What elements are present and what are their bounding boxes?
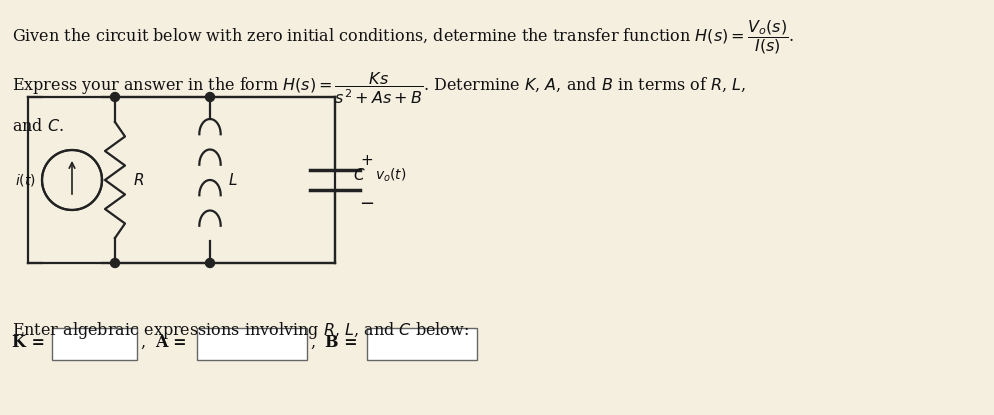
Circle shape: [110, 259, 119, 268]
Text: $v_o(t)$: $v_o(t)$: [375, 166, 407, 184]
Text: $R$: $R$: [133, 172, 144, 188]
FancyBboxPatch shape: [52, 328, 137, 360]
Circle shape: [206, 259, 215, 268]
FancyBboxPatch shape: [197, 328, 307, 360]
Text: $C$: $C$: [353, 167, 366, 183]
Text: and $C$.: and $C$.: [12, 118, 64, 135]
Text: A =: A =: [155, 334, 187, 351]
Text: Enter algebraic expressions involving $R$, $L$, and $C$ below:: Enter algebraic expressions involving $R…: [12, 320, 469, 341]
Text: $i(t)$: $i(t)$: [15, 172, 36, 188]
Text: ,: ,: [140, 334, 145, 351]
FancyBboxPatch shape: [367, 328, 477, 360]
Text: Given the circuit below with zero initial conditions, determine the transfer fun: Given the circuit below with zero initia…: [12, 18, 794, 56]
Text: B =: B =: [325, 334, 358, 351]
Circle shape: [110, 93, 119, 102]
Circle shape: [206, 93, 215, 102]
Text: Express your answer in the form $H(s) = \dfrac{Ks}{s^2+As+B}$. Determine $K$, $A: Express your answer in the form $H(s) = …: [12, 70, 746, 106]
Text: $L$: $L$: [228, 172, 238, 188]
Text: ,: ,: [310, 334, 315, 351]
Text: $-$: $-$: [360, 193, 375, 211]
Text: $+$: $+$: [361, 152, 374, 168]
Text: K =: K =: [12, 334, 45, 351]
